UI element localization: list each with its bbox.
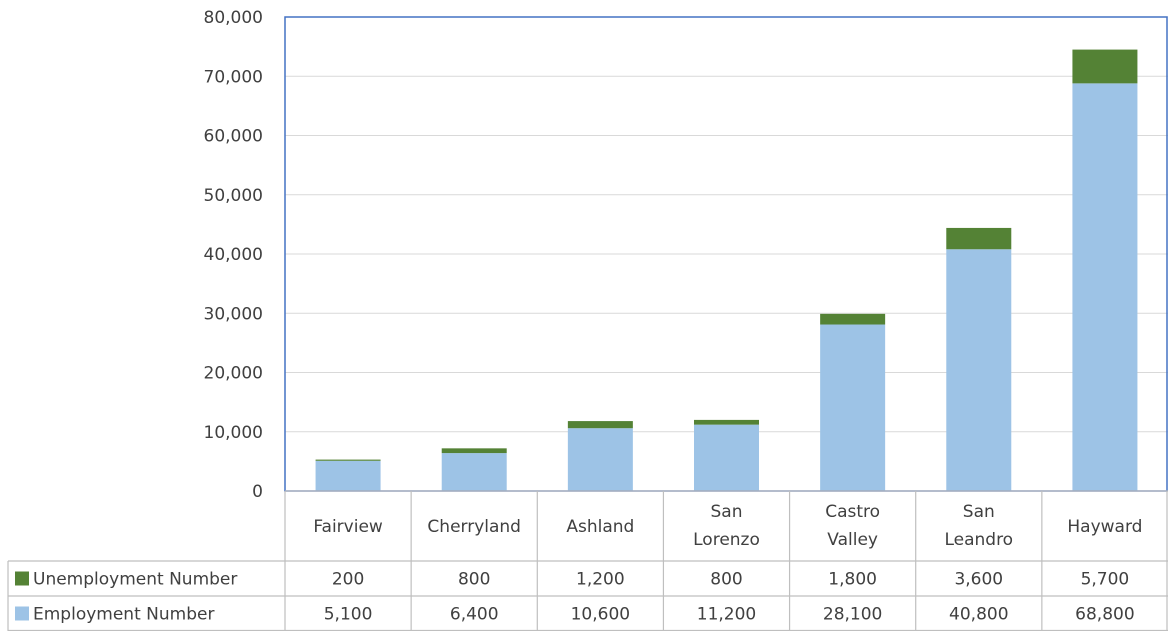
bar-unemployment — [946, 227, 1012, 250]
y-tick-label: 20,000 — [204, 364, 263, 384]
series-name: Unemployment Number — [33, 570, 237, 590]
legend-key — [15, 606, 29, 621]
bar-unemployment — [1072, 49, 1138, 84]
bar-unemployment — [694, 419, 759, 425]
legend-key — [15, 571, 29, 586]
y-tick-label: 50,000 — [204, 186, 263, 206]
table-value: 68,800 — [1075, 605, 1134, 625]
bar-employment — [1072, 83, 1138, 492]
table-value: 40,800 — [949, 605, 1008, 625]
bar-unemployment — [441, 448, 507, 454]
bar-employment — [567, 428, 633, 491]
table-value: 800 — [458, 570, 490, 590]
y-tick-label: 60,000 — [204, 127, 263, 147]
category-label: Cherryland — [427, 517, 521, 537]
table-value: 800 — [710, 570, 742, 590]
bar-unemployment — [567, 421, 633, 429]
y-axis: 0 10,000 20,000 30,000 40,000 50,000 60,000 70,… — [204, 8, 263, 502]
category-label: Lorenzo — [693, 530, 760, 550]
category-label: San — [963, 502, 995, 522]
data-table: Fairview Cherryland Ashland San Lorenzo Castr… — [7, 490, 1168, 631]
bar-unemployment — [820, 313, 886, 325]
y-tick-label: 10,000 — [204, 423, 263, 443]
y-tick-label: 70,000 — [204, 67, 263, 87]
y-tick-label: 80,000 — [204, 8, 263, 28]
gridlines — [285, 16, 1168, 433]
table-value: 1,800 — [828, 570, 877, 590]
category-label: Valley — [827, 530, 878, 550]
category-label: San — [711, 502, 743, 522]
bar-employment — [820, 324, 886, 491]
table-value: 5,700 — [1081, 570, 1130, 590]
bar-unemployment — [315, 459, 381, 461]
bar-employment — [694, 424, 759, 491]
bars — [315, 49, 1138, 492]
table-value: 1,200 — [576, 570, 625, 590]
table-value: 200 — [332, 570, 364, 590]
y-tick-label: 40,000 — [204, 245, 263, 265]
bar-employment — [946, 249, 1012, 491]
table-value: 3,600 — [954, 570, 1003, 590]
table-value: 28,100 — [823, 605, 882, 625]
table-value: 6,400 — [450, 605, 499, 625]
y-tick-label: 30,000 — [204, 304, 263, 324]
y-tick-label: 0 — [252, 482, 263, 502]
table-value: 5,100 — [324, 605, 373, 625]
table-value: 10,600 — [571, 605, 630, 625]
category-label: Castro — [825, 502, 880, 522]
category-label: Fairview — [313, 517, 383, 537]
bar-employment — [441, 453, 507, 491]
table-value: 11,200 — [697, 605, 756, 625]
category-label: Hayward — [1067, 517, 1142, 537]
category-label: Leandro — [944, 530, 1013, 550]
bar-employment — [315, 460, 381, 491]
category-label: Ashland — [566, 517, 634, 537]
series-name: Employment Number — [33, 605, 214, 625]
